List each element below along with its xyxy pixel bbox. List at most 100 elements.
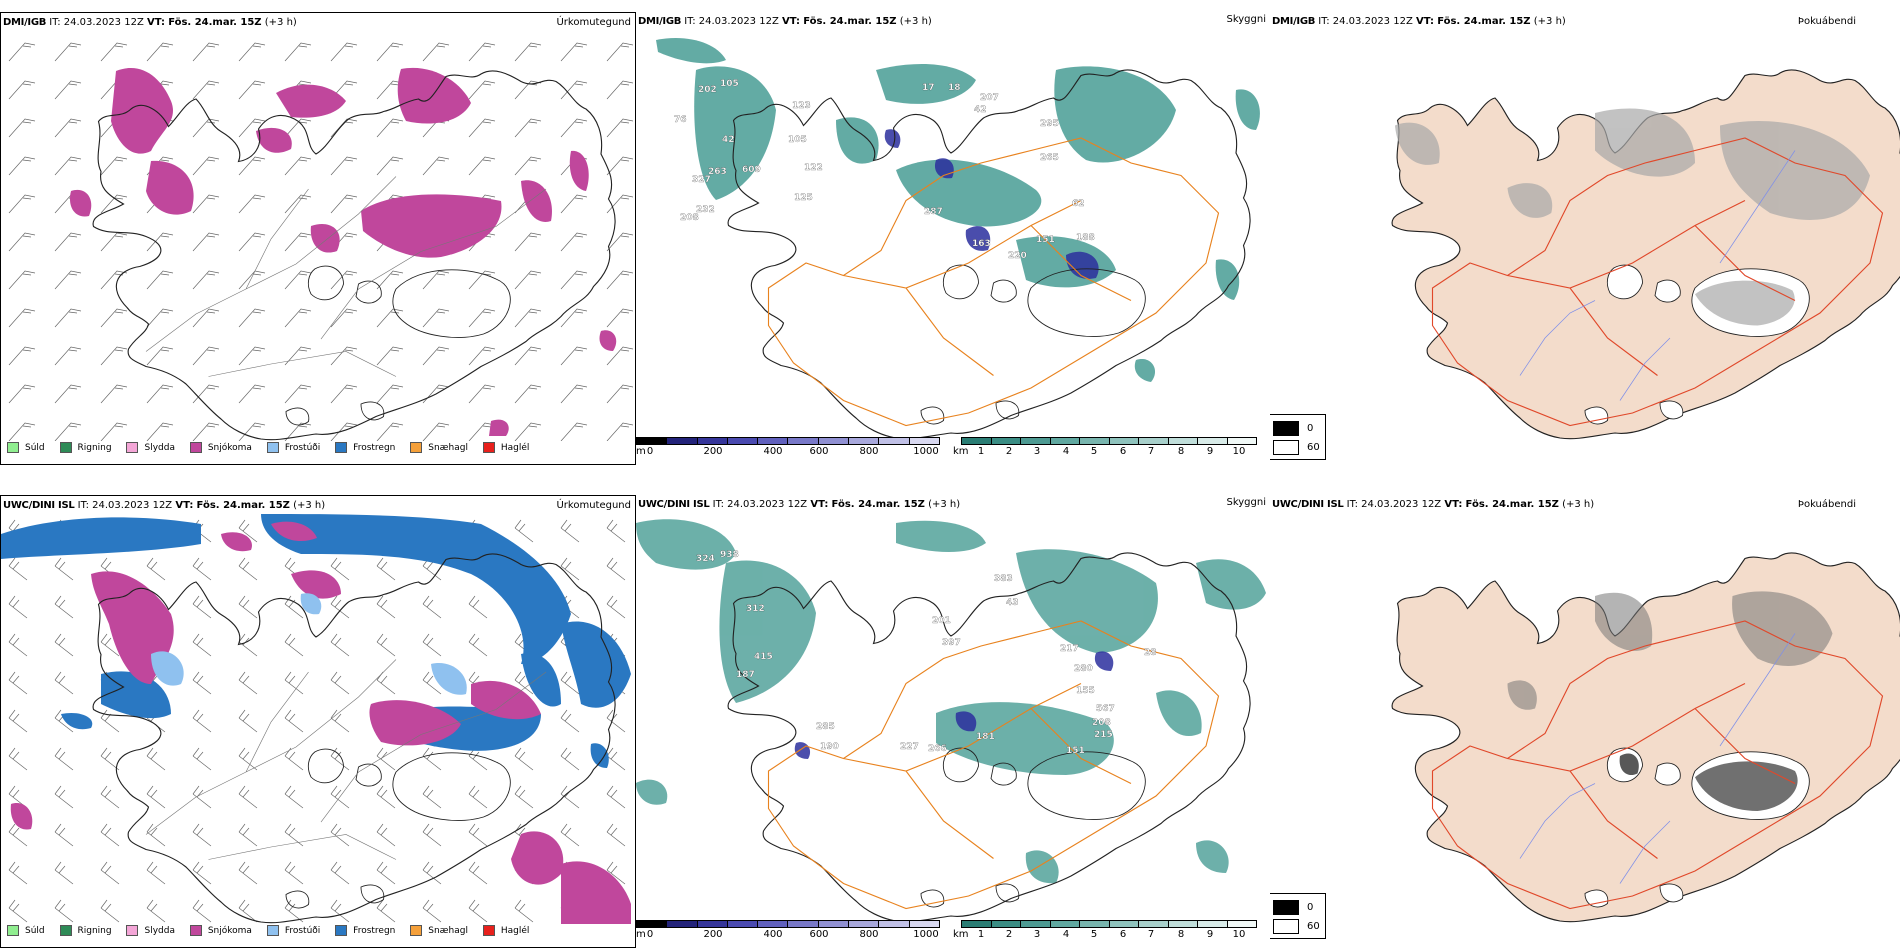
visibility-values: 324 938 312 415 187 285 201 397 383 43 217 280 15556… (696, 550, 1157, 756)
panel-header: DMI/IGB IT: 24.03.2023 12Z VT: Fös. 24.m… (3, 17, 631, 28)
visibility-value: 207 (980, 93, 999, 103)
panel-title: Úrkomutegund (556, 17, 631, 28)
legend-item: Súld (7, 442, 45, 453)
visibility-value: 383 (994, 574, 1013, 584)
road-network (767, 137, 1220, 427)
visibility-value: 938 (720, 550, 739, 560)
legend-item: Haglél (482, 442, 529, 453)
visibility-value: 280 (1074, 664, 1093, 674)
iceland-outline (92, 553, 616, 924)
visibility-value: 202 (698, 85, 717, 95)
panel-title: Skyggni (1226, 497, 1266, 508)
elevation-scalebar: m 0 200 400 600 800 1000 (636, 437, 940, 457)
visibility-value: 265 (1040, 153, 1059, 163)
model-name: DMI/IGB (3, 17, 47, 28)
legend-item: Súld (7, 925, 45, 936)
fog-roads (1431, 137, 1884, 427)
visibility-value: 397 (942, 638, 961, 648)
visibility-value: 201 (932, 616, 951, 626)
legend-item: Frostúði (266, 442, 320, 453)
forecast-offset: (+3 h) (264, 17, 297, 28)
elevation-scalebar: m 0 200 400 600 800 1000 (636, 920, 940, 940)
visibility-value: 217 (1060, 644, 1079, 654)
visibility-value: 105 (720, 79, 739, 89)
visibility-value: 208 (680, 213, 699, 223)
visibility-value: 122 (804, 163, 823, 173)
distance-scalebar: km 1 2 3 4 5 6 7 8 9 10 (953, 920, 1257, 940)
model-name: UWC/DINI ISL (3, 500, 75, 511)
visibility-value: 232 (696, 205, 715, 215)
panel-title: Skyggni (1226, 14, 1266, 25)
forecast-offset: (+3 h) (293, 500, 326, 511)
panel-header: DMI/IGB IT: 24.03.2023 12Z VT: Fös. 24.m… (638, 14, 1266, 27)
precip-type-panel-dmi: DMI/IGB IT: 24.03.2023 12Z VT: Fös. 24.m… (0, 12, 636, 465)
legend-item: Snæhagl (410, 442, 468, 453)
cloud-cover-key: 0 60 (1270, 893, 1326, 939)
visibility-value: 190 (820, 742, 839, 752)
legend-item: Rigning (59, 442, 112, 453)
road-network (767, 620, 1220, 910)
precip-type-panel-uwc: UWC/DINI ISL IT: 24.03.2023 12Z VT: Fös.… (0, 495, 636, 948)
visibility-value: 187 (736, 670, 755, 680)
legend-item: Frostregn (335, 925, 395, 936)
rivers (1519, 150, 1796, 401)
legend-item: Haglél (482, 925, 529, 936)
snow-areas (10, 521, 631, 924)
init-time: 24.03.2023 12Z (63, 17, 144, 28)
valid-time: Fös. 24.mar. 15Z (196, 500, 290, 511)
panel-header: UWC/DINI ISL IT: 24.03.2023 12Z VT: Fös.… (1272, 499, 1856, 510)
panel-header: DMI/IGB IT: 24.03.2023 12Z VT: Fös. 24.m… (1272, 16, 1856, 27)
valid-time: Fös. 24.mar. 15Z (168, 17, 262, 28)
cloud-cover-key: 0 60 (1270, 414, 1326, 460)
visibility-value: 287 (924, 207, 943, 217)
panel-header: UWC/DINI ISL IT: 24.03.2023 12Z VT: Fös.… (3, 500, 631, 511)
fog-map (1391, 69, 1900, 440)
panel-title: Þokuábendi (1797, 16, 1856, 27)
legend-item: Snjókoma (189, 442, 252, 453)
visibility-value: 295 (1040, 119, 1059, 129)
visibility-value: 263 (708, 167, 727, 177)
visibility-value: 43 (1006, 598, 1019, 608)
visibility-value: 151 (1036, 235, 1055, 245)
fog-index-panel-dmi: DMI/IGB IT: 24.03.2023 12Z VT: Fös. 24.m… (1270, 12, 1900, 465)
freezing-rain-areas (1, 514, 631, 768)
legend-item: Snjókoma (189, 925, 252, 936)
visibility-panel-uwc: UWC/DINI ISL IT: 24.03.2023 12Z VT: Fös.… (636, 495, 1270, 948)
visibility-value: 18 (948, 83, 961, 93)
visibility-value: 123 (792, 101, 811, 111)
visibility-panel-dmi: DMI/IGB IT: 24.03.2023 12Z VT: Fös. 24.m… (636, 12, 1270, 465)
visibility-value: 42 (974, 105, 987, 115)
visibility-value: 327 (692, 175, 711, 185)
visibility-value: 181 (976, 732, 995, 742)
visibility-value: 62 (1072, 199, 1085, 209)
rivers (1519, 633, 1796, 884)
freezing-drizzle-areas (151, 593, 467, 695)
panel-title: Þokuábendi (1797, 499, 1856, 510)
fog-roads (1431, 620, 1884, 910)
fog-areas (1395, 108, 1870, 220)
visibility-value: 227 (900, 742, 919, 752)
legend-item: Frostregn (335, 442, 395, 453)
visibility-value: 266 (928, 744, 947, 754)
legend-item: Snæhagl (410, 925, 468, 936)
precip-legend: Súld Rigning Slydda Snjókoma Frostúði Fr… (7, 925, 541, 941)
visibility-value: 220 (1008, 251, 1027, 261)
visibility-value: 567 (1096, 704, 1115, 714)
low-visibility-areas (636, 519, 1266, 884)
visibility-value: 17 (922, 83, 935, 93)
visibility-value: 28 (1144, 648, 1157, 658)
visibility-value: 105 (788, 135, 807, 145)
visibility-value: 324 (696, 554, 715, 564)
visibility-value: 163 (972, 239, 991, 249)
fog-map (1391, 552, 1900, 923)
visibility-value: 188 (1076, 233, 1095, 243)
legend-item: Slydda (126, 442, 175, 453)
visibility-value: 312 (746, 604, 765, 614)
visibility-values: 2021057632726323220860942123122125105287… (674, 79, 1095, 261)
precip-map (1, 31, 635, 441)
visibility-value: 151 (1066, 746, 1085, 756)
visibility-value: 42 (722, 135, 735, 145)
visibility-value: 415 (754, 652, 773, 662)
visibility-value: 285 (816, 722, 835, 732)
legend-item: Slydda (126, 925, 175, 936)
